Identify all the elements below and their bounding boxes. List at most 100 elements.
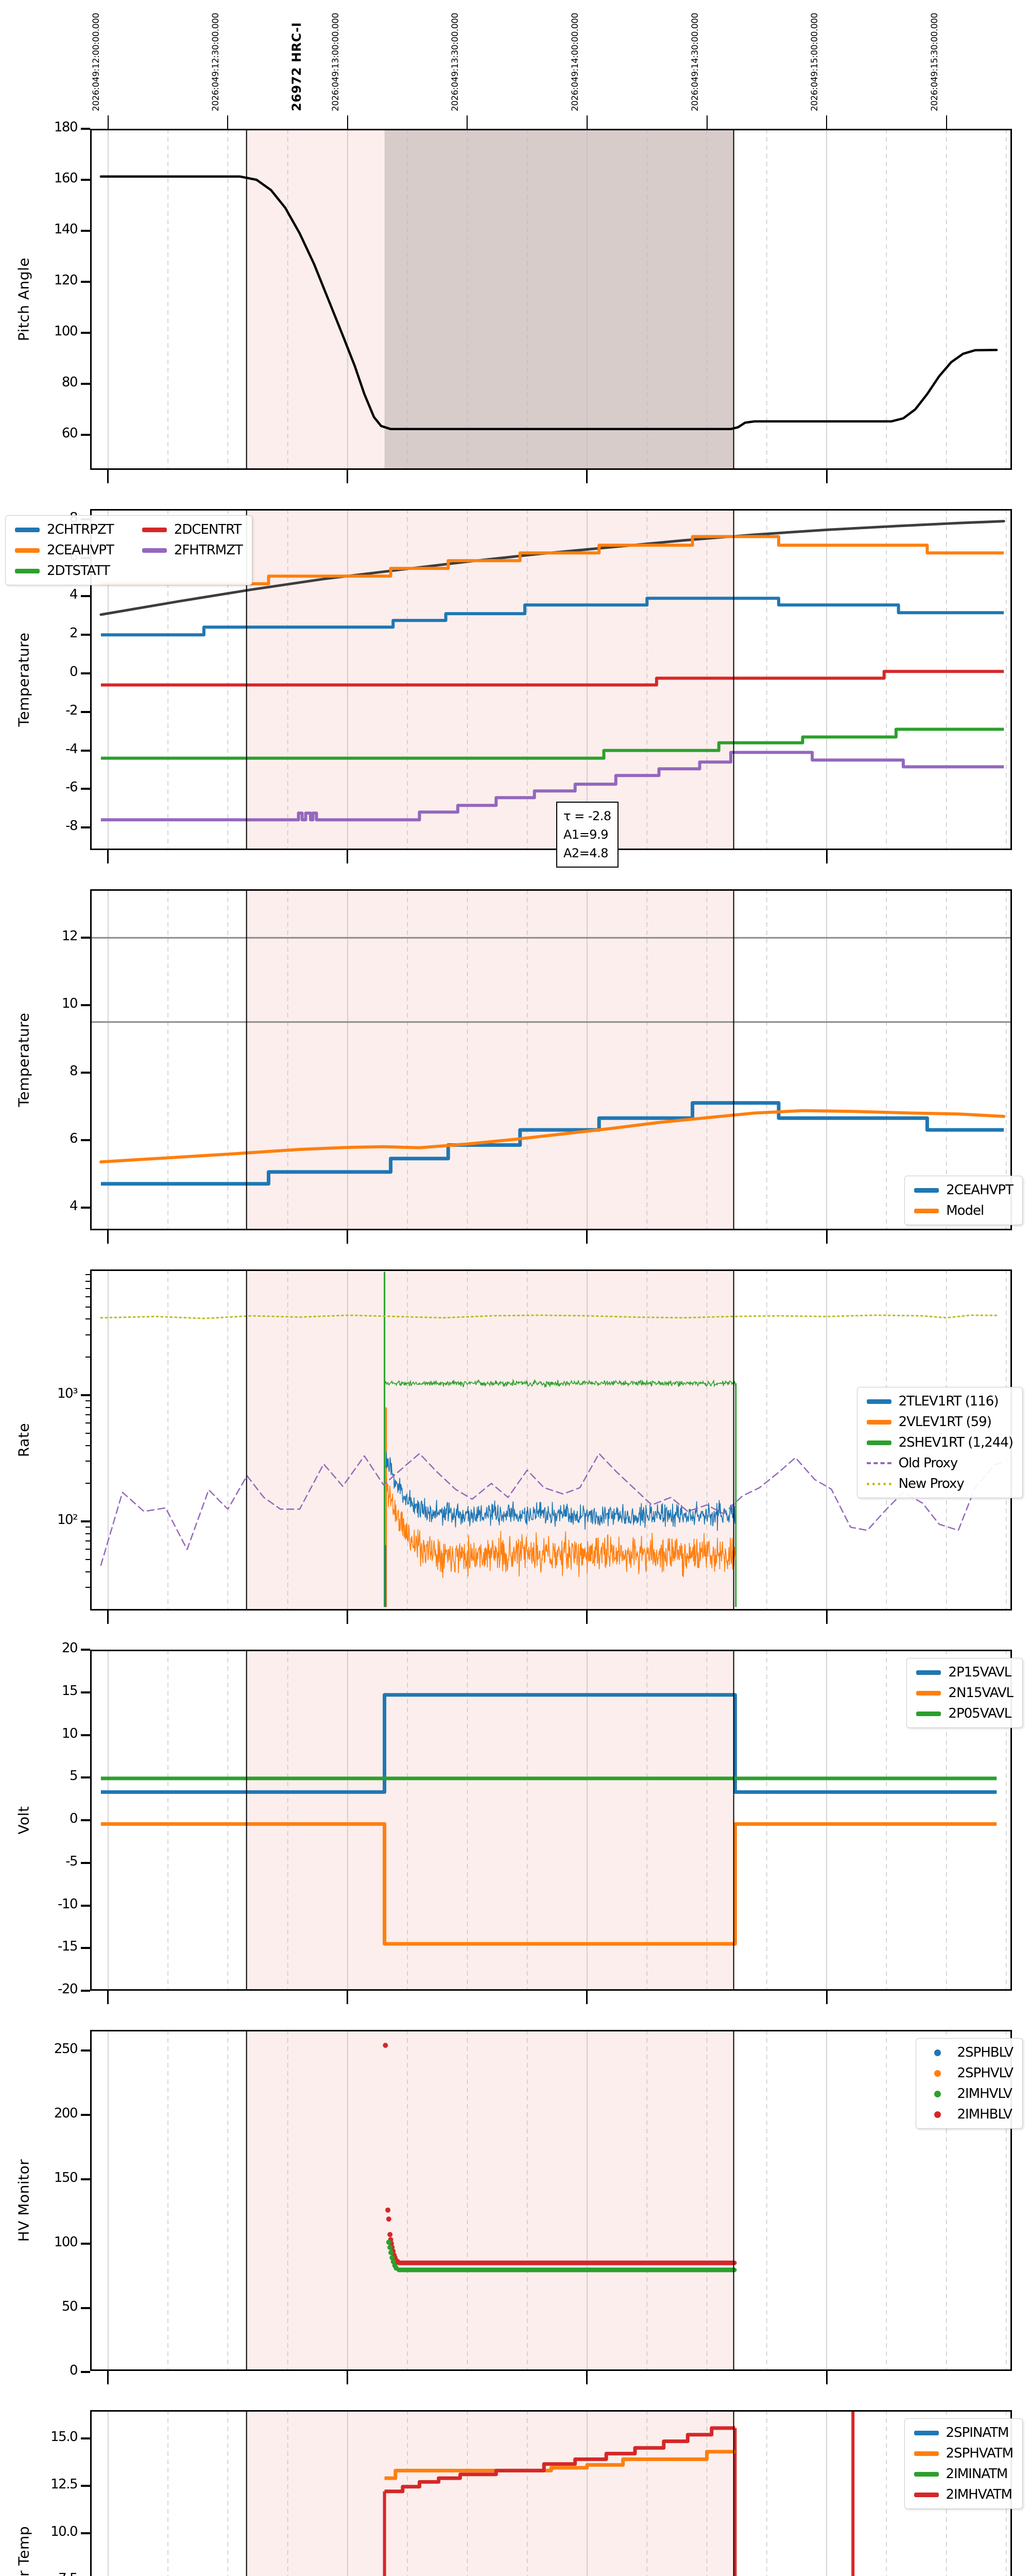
x-hour-tick — [347, 850, 349, 863]
series-pitch — [99, 175, 998, 431]
y-tick-label: 10³ — [57, 1386, 78, 1401]
y-tick-label: 10.0 — [50, 2523, 78, 2539]
y-tick-mark — [81, 281, 90, 283]
panel-pitch-angle: Pitch Angle 60 80 100 120 140 160 180 — [0, 121, 1030, 483]
shade-region — [384, 129, 734, 470]
y-minor-tick — [85, 1306, 90, 1308]
series-2N15VAVL — [100, 1822, 997, 1946]
y-tick-mark — [81, 1990, 90, 1992]
legend-item-2shev1rt-1-244-: 2SHEV1RT (1,244) — [866, 1435, 1014, 1450]
y-tick-mark — [81, 434, 90, 436]
y-minor-tick — [85, 1587, 90, 1588]
top-date-label: 2026:049:14:00:00.000 — [570, 13, 580, 111]
legend-label: 2IMHVATM — [946, 2487, 1012, 2502]
series-Old Proxy — [100, 1453, 1005, 1566]
legend-label: 2P05VAVL — [948, 1706, 1011, 1721]
x-hour-tick — [347, 470, 349, 483]
legend-label: Old Proxy — [898, 1455, 958, 1471]
legend-label: Model — [946, 1203, 984, 1218]
y-minor-tick — [85, 1406, 90, 1408]
plot-area-detector-temp — [90, 2410, 1012, 2576]
legend-swatch — [934, 2049, 941, 2056]
legend-swatch — [914, 1208, 939, 1213]
x-hour-tick — [586, 2371, 588, 2384]
shade-region — [246, 2410, 734, 2576]
x-hour-tick — [826, 1991, 828, 2004]
top-date-label: 2026:049:12:00:00.000 — [91, 13, 101, 111]
y-minor-tick — [85, 1422, 90, 1424]
top-date-label: 2026:049:13:30:00.000 — [450, 13, 461, 111]
legend-swatch — [914, 2430, 939, 2435]
legend-item-2sphblv: 2SPHBLV — [925, 2045, 1014, 2060]
legend-item-2imhblv: 2IMHBLV — [925, 2107, 1013, 2122]
legend-swatch — [916, 1711, 941, 1716]
legend-item-2p15vavl: 2P15VAVL — [916, 1665, 1013, 1680]
legend-swatch — [916, 1690, 941, 1696]
series-2P15VAVL — [100, 1693, 997, 1794]
series-2FHTRMZT — [100, 751, 1004, 822]
y-tick-mark — [81, 1734, 90, 1736]
legend-item-2fhtrmzt: 2FHTRMZT — [142, 543, 243, 558]
y-minor-tick — [85, 1334, 90, 1336]
legend-item-2dtstatt: 2DTSTATT — [15, 563, 114, 579]
axes-spine — [90, 1650, 1012, 1991]
x-hour-tick — [107, 1991, 109, 2004]
legend-rate: 2TLEV1RT (116) 2VLEV1RT (59) 2SHEV1RT (1,2… — [856, 1387, 1023, 1498]
annotation-line: τ = -2.8 — [563, 809, 611, 823]
y-minor-tick — [85, 1357, 90, 1358]
top-date-label: 2026:049:15:30:00.000 — [929, 13, 940, 111]
legend-swatch — [934, 2111, 941, 2118]
legend-item-2sphvatm: 2SPHVATM — [914, 2446, 1014, 2461]
annotation-box: τ = -2.8 A1=9.9 A2=4.8 — [556, 802, 619, 868]
y-tick-mark — [81, 332, 90, 334]
y-minor-tick — [85, 1533, 90, 1534]
plot-area-pitch-angle — [90, 129, 1012, 470]
top-tick-mark — [706, 115, 708, 129]
y-minor-tick — [85, 1540, 90, 1542]
series-2IMHBLV-dots — [386, 2216, 391, 2222]
legend-swatch — [142, 548, 167, 553]
top-tick-mark — [586, 115, 588, 129]
legend-label: 2CEAHVPT — [47, 543, 114, 558]
y-tick-label: -2 — [65, 702, 78, 718]
y-tick-label: 200 — [54, 2105, 78, 2121]
y-tick-mark — [81, 2178, 90, 2180]
legend-label: 2SPHVLV — [957, 2065, 1013, 2081]
x-hour-tick — [107, 1230, 109, 1244]
y-tick-label: -6 — [65, 779, 78, 795]
series-2IMHVLV-dots — [390, 2259, 396, 2264]
x-hour-tick — [107, 2371, 109, 2384]
y-tick-label: 100 — [54, 2234, 78, 2250]
annotation-line: A1=9.9 — [563, 827, 608, 842]
y-tick-label: 7.5 — [9, 2572, 78, 2576]
legend-item-2iminatm: 2IMINATM — [914, 2466, 1013, 2482]
x-hour-tick — [586, 1991, 588, 2004]
y-tick-mark — [81, 1819, 90, 1821]
y-tick-label: 160 — [54, 171, 78, 187]
x-hour-tick — [586, 470, 588, 483]
legend-label: 2TLEV1RT (116) — [898, 1394, 999, 1409]
x-hour-tick — [347, 1611, 349, 1624]
top-date-label: 2026:049:13:00:00.000 — [330, 13, 341, 111]
y-tick-label: 15.0 — [50, 2429, 78, 2445]
y-tick-label: 60 — [61, 426, 78, 442]
y-tick-mark — [81, 2371, 90, 2374]
series-2IMHVLV-dots — [387, 2245, 393, 2250]
legend-swatch — [914, 2451, 939, 2456]
y-tick-label: 8 — [69, 1063, 78, 1079]
y-tick-label: 10 — [61, 996, 78, 1012]
legend-label: 2SHEV1RT (1,244) — [898, 1435, 1014, 1450]
y-tick-label: 180 — [54, 120, 78, 135]
series-2CHTRPZT — [100, 597, 1004, 637]
y-minor-tick — [85, 1287, 90, 1289]
y-tick-label: 5 — [69, 1768, 78, 1784]
legend-item-2n15vavl: 2N15VAVL — [916, 1685, 1014, 1701]
y-tick-label: 4 — [69, 1198, 78, 1214]
series-2SPHVATM — [384, 2450, 735, 2480]
plot-area-temperature-multi — [90, 509, 1012, 850]
x-hour-tick — [826, 1230, 828, 1244]
axes-spine — [90, 509, 1012, 850]
legend-swatch — [866, 1482, 891, 1485]
legend-label: 2IMINATM — [946, 2466, 1008, 2482]
y-minor-tick — [85, 1274, 90, 1276]
